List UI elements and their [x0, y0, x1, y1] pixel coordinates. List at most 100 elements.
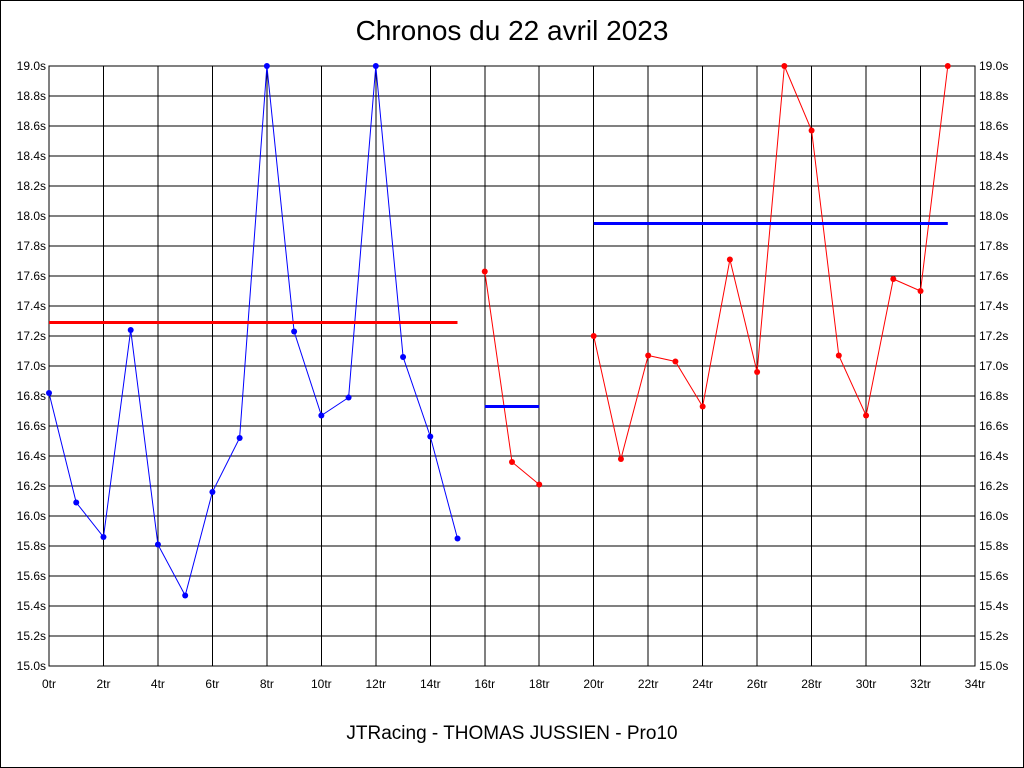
- y-tick-label-left: 16.0s: [17, 509, 46, 523]
- data-point: [509, 459, 515, 465]
- data-point: [590, 333, 597, 339]
- y-tick-label-left: 16.4s: [17, 449, 46, 463]
- y-tick-label-left: 15.6s: [17, 569, 46, 583]
- data-point: [263, 63, 270, 69]
- data-point: [127, 327, 134, 333]
- x-tick-label: 20tr: [583, 677, 604, 691]
- y-tick-label-left: 18.0s: [17, 209, 46, 223]
- data-point: [454, 535, 461, 542]
- x-tick-label: 24tr: [692, 677, 713, 691]
- data-point: [372, 63, 379, 69]
- y-tick-label-left: 18.4s: [17, 149, 46, 163]
- y-tick-label-right: 16.6s: [979, 419, 1008, 433]
- y-tick-label-right: 16.4s: [979, 449, 1008, 463]
- series-line: [484, 271, 540, 485]
- y-tick-label-left: 18.6s: [17, 119, 46, 133]
- data-point: [672, 358, 679, 365]
- y-tick-label-left: 17.8s: [17, 239, 46, 253]
- y-tick-label-right: 16.0s: [979, 509, 1008, 523]
- data-point: [291, 328, 298, 335]
- y-tick-label-right: 15.8s: [979, 539, 1008, 553]
- y-tick-label-left: 19.0s: [17, 59, 46, 73]
- data-point: [617, 456, 624, 462]
- data-point: [73, 499, 80, 506]
- x-tick-label: 8tr: [260, 677, 274, 691]
- y-tick-label-right: 16.2s: [979, 479, 1008, 493]
- x-tick-label: 32tr: [910, 677, 931, 691]
- data-point: [917, 288, 924, 294]
- y-tick-label-left: 17.4s: [17, 299, 46, 313]
- y-tick-label-right: 15.0s: [979, 659, 1008, 673]
- y-tick-label-left: 18.8s: [17, 89, 46, 103]
- series-line: [593, 65, 949, 460]
- x-tick-label: 30tr: [856, 677, 877, 691]
- x-tick-label: 16tr: [474, 677, 495, 691]
- data-point: [726, 256, 733, 263]
- y-tick-label-left: 15.2s: [17, 629, 46, 643]
- data-point: [236, 435, 243, 441]
- x-tick-label: 0tr: [42, 677, 56, 691]
- y-tick-label-right: 17.2s: [979, 329, 1008, 343]
- x-tick-label: 6tr: [205, 677, 219, 691]
- x-tick-label: 10tr: [311, 677, 332, 691]
- y-tick-label-right: 18.2s: [979, 179, 1008, 193]
- y-tick-label-right: 15.6s: [979, 569, 1008, 583]
- x-tick-label: 18tr: [529, 677, 550, 691]
- y-tick-label-right: 17.0s: [979, 359, 1008, 373]
- y-tick-label-right: 18.6s: [979, 119, 1008, 133]
- chart-title: Chronos du 22 avril 2023: [355, 15, 669, 46]
- y-tick-label-right: 16.8s: [979, 389, 1008, 403]
- data-point: [46, 390, 52, 396]
- y-tick-label-left: 17.6s: [17, 269, 46, 283]
- y-tick-label-left: 17.2s: [17, 329, 46, 343]
- data-point: [835, 352, 842, 359]
- data-point: [699, 403, 706, 410]
- y-tick-label-left: 16.6s: [17, 419, 46, 433]
- y-tick-label-right: 15.2s: [979, 629, 1008, 643]
- data-point: [154, 541, 161, 548]
- data-point: [754, 369, 761, 375]
- y-tick-label-left: 15.4s: [17, 599, 46, 613]
- data-point: [345, 394, 352, 401]
- x-tick-label: 14tr: [420, 677, 441, 691]
- data-point: [890, 276, 897, 282]
- y-tick-label-left: 15.8s: [17, 539, 46, 553]
- data-point: [182, 592, 189, 599]
- data-point: [400, 354, 407, 360]
- data-point: [645, 352, 652, 359]
- y-tick-label-right: 17.4s: [979, 299, 1008, 313]
- data-point: [209, 489, 216, 495]
- data-point: [100, 534, 107, 540]
- chart-footer: JTRacing - THOMAS JUSSIEN - Pro10: [346, 723, 678, 744]
- data-point: [808, 127, 815, 134]
- data-point: [427, 433, 434, 440]
- y-tick-label-left: 16.8s: [17, 389, 46, 403]
- data-point: [944, 63, 951, 69]
- x-tick-label: 28tr: [801, 677, 822, 691]
- data-point: [318, 412, 325, 419]
- x-tick-label: 4tr: [151, 677, 165, 691]
- x-tick-label: 2tr: [96, 677, 110, 691]
- data-point: [781, 63, 788, 69]
- data-point: [863, 412, 870, 419]
- x-tick-label: 22tr: [638, 677, 659, 691]
- x-tick-label: 12tr: [365, 677, 386, 691]
- series-line: [48, 65, 458, 597]
- data-point: [481, 268, 488, 275]
- plot-area-border: [48, 65, 976, 667]
- y-tick-label-left: 15.0s: [17, 659, 46, 673]
- y-tick-label-right: 15.4s: [979, 599, 1008, 613]
- x-tick-label: 26tr: [747, 677, 768, 691]
- y-tick-label-left: 17.0s: [17, 359, 46, 373]
- y-tick-label-left: 16.2s: [17, 479, 46, 493]
- y-tick-label-right: 18.0s: [979, 209, 1008, 223]
- y-tick-label-right: 17.6s: [979, 269, 1008, 283]
- data-point: [536, 481, 543, 488]
- y-tick-label-right: 18.8s: [979, 89, 1008, 103]
- x-tick-label: 34tr: [965, 677, 986, 691]
- y-tick-label-right: 18.4s: [979, 149, 1008, 163]
- y-tick-label-right: 17.8s: [979, 239, 1008, 253]
- y-tick-label-right: 19.0s: [979, 59, 1008, 73]
